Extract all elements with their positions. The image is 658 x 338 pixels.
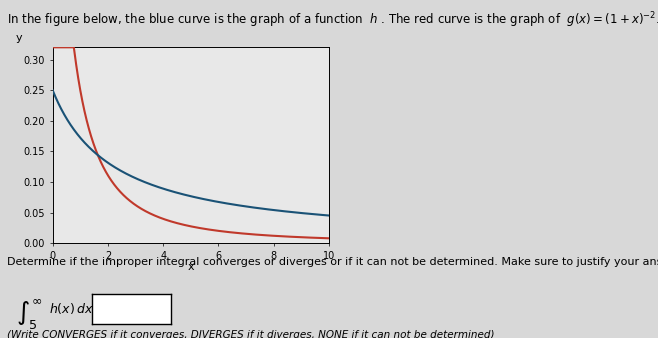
Text: Determine if the improper integral converges or diverges or if it can not be det: Determine if the improper integral conve… [7, 257, 658, 267]
X-axis label: x: x [188, 262, 194, 272]
Text: $\int_{5}^{\infty}$: $\int_{5}^{\infty}$ [16, 297, 43, 332]
Text: $h(x)\,dx$: $h(x)\,dx$ [49, 301, 94, 316]
Y-axis label: y: y [16, 33, 23, 43]
Text: (Write CONVERGES if it converges, DIVERGES if it diverges, NONE if it can not be: (Write CONVERGES if it converges, DIVERG… [7, 330, 494, 338]
Text: In the figure below, the blue curve is the graph of a function  $h$ . The red cu: In the figure below, the blue curve is t… [7, 10, 658, 30]
